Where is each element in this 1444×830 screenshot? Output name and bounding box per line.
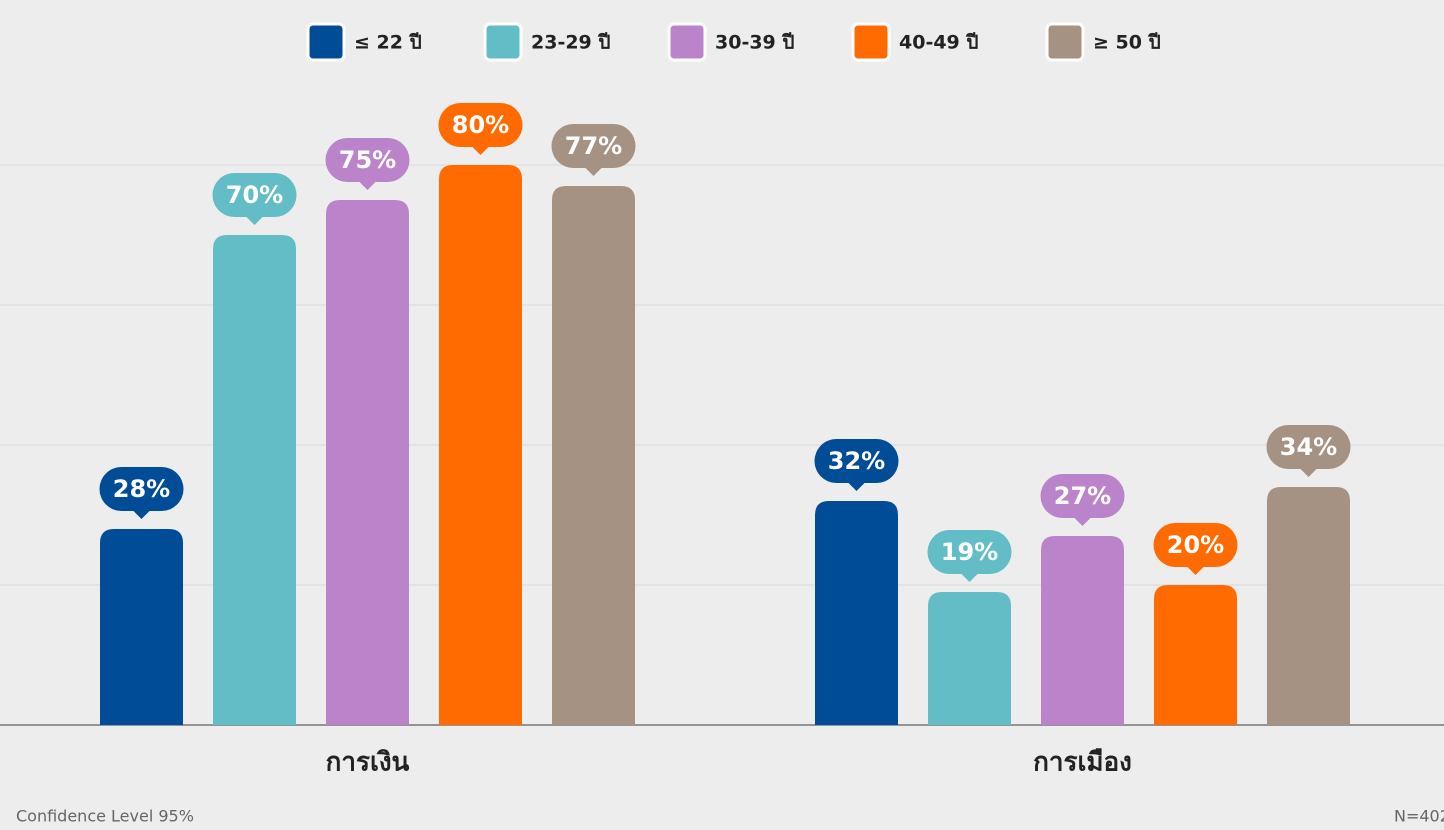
label-pointer — [1073, 517, 1092, 526]
label-bubble — [99, 467, 184, 511]
value-label: 70% — [226, 181, 283, 209]
bar — [213, 235, 296, 725]
label-pointer — [1186, 566, 1205, 575]
legend-label: ≤ 22 ปี — [354, 32, 422, 54]
label-pointer — [245, 216, 264, 225]
bar — [326, 200, 409, 725]
x-tick-label: การเมือง — [1033, 748, 1132, 778]
label-bubble — [814, 439, 899, 483]
footnote: N=402 — [1394, 807, 1444, 826]
value-label: 32% — [828, 447, 885, 475]
label-bubble — [1040, 474, 1125, 518]
footnote: Confidence Level 95% — [16, 807, 194, 826]
label-bubble — [1266, 425, 1351, 469]
value-label: 19% — [941, 538, 998, 566]
legend-label: 40-49 ปี — [899, 32, 978, 54]
legend-swatch — [851, 22, 891, 62]
bar — [815, 501, 898, 725]
value-label: 75% — [339, 146, 396, 174]
label-bubble — [1153, 523, 1238, 567]
bar — [552, 186, 635, 725]
legend-swatch — [667, 22, 707, 62]
bar — [1267, 487, 1350, 725]
label-pointer — [1299, 468, 1318, 477]
bar — [928, 592, 1011, 725]
legend-swatch — [1045, 22, 1085, 62]
label-pointer — [132, 510, 151, 519]
value-label: 34% — [1280, 433, 1337, 461]
legend-swatch — [306, 22, 346, 62]
legend-label: 23-29 ปี — [531, 32, 610, 54]
label-pointer — [584, 167, 603, 176]
x-tick-label: การเงิน — [326, 748, 410, 778]
label-pointer — [847, 482, 866, 491]
value-label: 77% — [565, 132, 622, 160]
bar — [1154, 585, 1237, 725]
label-bubble — [551, 124, 636, 168]
bar — [1041, 536, 1124, 725]
legend-swatch — [483, 22, 523, 62]
value-label: 80% — [452, 111, 509, 139]
legend-label: ≥ 50 ปี — [1093, 32, 1161, 54]
label-bubble — [927, 530, 1012, 574]
label-bubble — [438, 103, 523, 147]
value-label: 27% — [1054, 482, 1111, 510]
label-pointer — [358, 181, 377, 190]
legend-label: 30-39 ปี — [715, 32, 794, 54]
label-pointer — [471, 146, 490, 155]
value-label: 28% — [113, 475, 170, 503]
label-bubble — [325, 138, 410, 182]
label-bubble — [212, 173, 297, 217]
bar — [100, 529, 183, 725]
value-label: 20% — [1167, 531, 1224, 559]
label-pointer — [960, 573, 979, 582]
bar — [439, 165, 522, 725]
